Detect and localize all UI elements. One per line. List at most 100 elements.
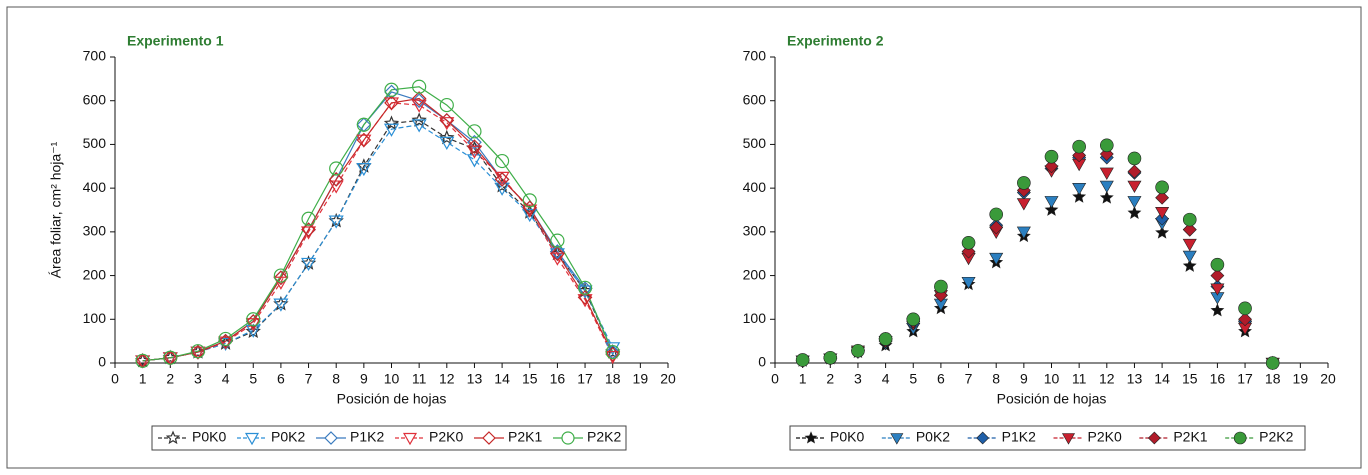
x-tick-label: 13 (1127, 371, 1143, 387)
legend-label: P2K1 (508, 429, 542, 445)
point (1072, 189, 1087, 203)
point (356, 117, 371, 132)
point (1210, 283, 1225, 296)
y-tick-label: 500 (83, 135, 107, 151)
legend-marker (482, 431, 496, 445)
point (1127, 180, 1142, 194)
y-tick-label: 600 (83, 91, 107, 107)
y-tick-label: 0 (98, 354, 106, 370)
point (1017, 176, 1031, 190)
y-tick-label: 300 (743, 223, 767, 239)
legend-label: P2K2 (1259, 429, 1293, 445)
x-tick-label: 20 (660, 371, 676, 387)
chart-title: Experimento 2 (787, 33, 884, 49)
x-tick-label: 1 (799, 371, 807, 387)
point (1182, 258, 1197, 272)
y-tick-label: 200 (743, 266, 767, 282)
x-tick-label: 0 (111, 371, 119, 387)
y-tick-label: 100 (743, 310, 767, 326)
x-tick-label: 20 (1320, 371, 1336, 387)
x-tick-label: 8 (992, 371, 1000, 387)
point (466, 154, 482, 168)
point (961, 276, 976, 290)
point (1072, 139, 1086, 154)
point (1127, 196, 1142, 209)
x-tick-label: 2 (826, 371, 834, 387)
point (245, 314, 261, 329)
point (411, 112, 427, 127)
point (439, 97, 454, 113)
legend-marker (561, 431, 575, 445)
point (1016, 226, 1031, 239)
point (1099, 167, 1114, 180)
y-tick-label: 500 (743, 135, 767, 151)
point (356, 162, 372, 177)
point (163, 350, 178, 365)
x-tick-label: 18 (605, 371, 621, 387)
x-tick-label: 19 (633, 371, 649, 387)
point (1155, 225, 1170, 239)
x-tick-label: 11 (412, 371, 427, 387)
point (273, 298, 289, 312)
x-tick-label: 3 (194, 371, 202, 387)
legend-marker (402, 432, 418, 446)
legend-label: P0K0 (192, 429, 226, 445)
x-tick-label: 7 (305, 371, 313, 387)
point (1016, 198, 1031, 211)
point (795, 353, 810, 367)
point (356, 134, 372, 148)
point (383, 123, 400, 137)
x-tick-label: 18 (1265, 371, 1281, 387)
point (989, 207, 1004, 222)
x-tick-label: 17 (1237, 371, 1253, 387)
point (1155, 207, 1170, 220)
y-tick-label: 200 (83, 266, 107, 282)
point (328, 172, 344, 187)
x-tick-label: 5 (249, 371, 257, 387)
legend-marker (324, 431, 338, 445)
point (961, 235, 976, 250)
legend-marker (244, 432, 260, 446)
x-tick-label: 15 (1182, 371, 1198, 387)
x-tick-label: 12 (439, 371, 455, 387)
point (823, 350, 838, 365)
x-axis-label: Posición de hojas (997, 391, 1107, 407)
point (383, 97, 400, 111)
legend-box (151, 425, 627, 451)
legend-label: P2K0 (1088, 429, 1122, 445)
point (494, 172, 510, 187)
x-tick-label: 16 (1210, 371, 1226, 387)
point (1182, 238, 1197, 252)
point (522, 208, 538, 223)
point (1044, 196, 1059, 209)
point (273, 268, 289, 283)
legend-marker (976, 431, 990, 445)
point (577, 280, 593, 295)
point (550, 246, 565, 262)
point (439, 129, 455, 145)
legend-label: P1K2 (1002, 429, 1036, 445)
point (411, 119, 427, 133)
point (301, 222, 316, 238)
point (218, 333, 233, 349)
x-axis-label: Posición de hojas (337, 391, 447, 407)
y-tick-label: 600 (743, 91, 767, 107)
point (412, 79, 427, 94)
point (301, 211, 316, 226)
legend-marker (1233, 431, 1247, 445)
point (550, 233, 565, 248)
y-tick-label: 400 (83, 179, 107, 195)
point (301, 257, 317, 272)
y-tick-label: 300 (83, 223, 107, 239)
point (467, 124, 482, 139)
point (356, 132, 372, 148)
point (1155, 180, 1169, 195)
x-tick-label: 12 (1099, 371, 1115, 387)
point (989, 252, 1004, 266)
legend-marker (804, 431, 818, 444)
point (494, 153, 510, 169)
point (577, 290, 593, 305)
legend-label: P2K0 (429, 429, 463, 445)
point (411, 99, 427, 113)
